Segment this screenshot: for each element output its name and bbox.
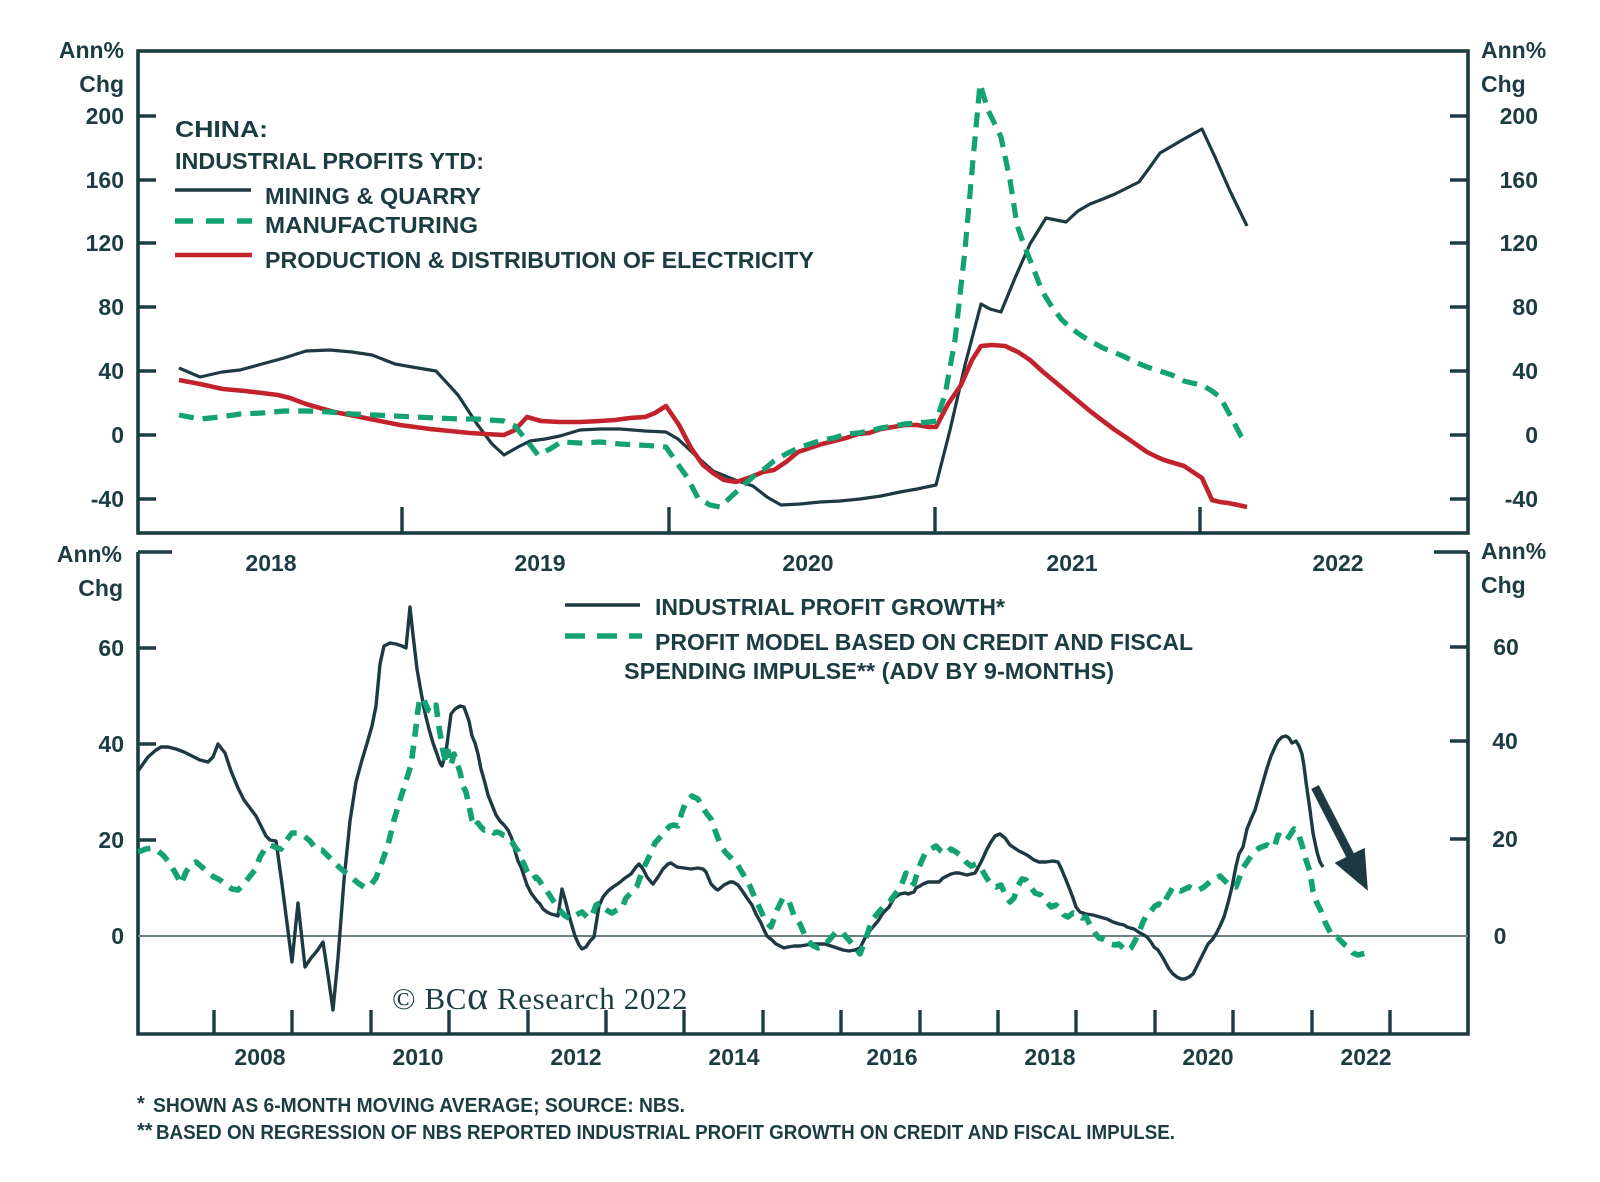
svg-text:2012: 2012: [550, 1044, 601, 1070]
svg-text:© BCα Research 2022: © BCα Research 2022: [392, 973, 688, 1018]
svg-text:PROFIT MODEL BASED ON CREDIT A: PROFIT MODEL BASED ON CREDIT AND FISCAL: [655, 629, 1193, 655]
svg-text:-40: -40: [91, 486, 124, 512]
svg-text:80: 80: [1512, 294, 1538, 320]
svg-text:INDUSTRIAL PROFITS YTD:: INDUSTRIAL PROFITS YTD:: [175, 148, 484, 174]
svg-text:-40: -40: [1505, 486, 1538, 512]
svg-text:CHINA:: CHINA:: [175, 116, 268, 142]
svg-text:200: 200: [86, 103, 124, 129]
svg-text:40: 40: [98, 358, 124, 384]
svg-text:20: 20: [1492, 826, 1518, 852]
svg-text:Ann%: Ann%: [59, 37, 124, 63]
svg-text:160: 160: [1500, 167, 1538, 193]
svg-text:Ann%: Ann%: [1481, 538, 1546, 564]
svg-text:MINING & QUARRY: MINING & QUARRY: [265, 183, 481, 209]
svg-text:200: 200: [1500, 103, 1538, 129]
svg-text:2022: 2022: [1312, 550, 1363, 576]
svg-text:2022: 2022: [1340, 1044, 1391, 1070]
svg-text:SPENDING IMPULSE** (ADV BY 9-M: SPENDING IMPULSE** (ADV BY 9-MONTHS): [624, 658, 1114, 684]
svg-text:2008: 2008: [234, 1044, 285, 1070]
svg-text:2018: 2018: [245, 550, 296, 576]
svg-text:20: 20: [98, 827, 124, 853]
svg-text:0: 0: [1525, 422, 1538, 448]
svg-text:Ann%: Ann%: [1481, 37, 1546, 63]
svg-text:2020: 2020: [1182, 1044, 1233, 1070]
svg-text:SHOWN AS 6-MONTH MOVING AVERAG: SHOWN AS 6-MONTH MOVING AVERAGE; SOURCE:…: [153, 1095, 685, 1117]
svg-text:Ann%: Ann%: [57, 541, 122, 567]
svg-text:2019: 2019: [514, 550, 565, 576]
svg-text:Chg: Chg: [79, 71, 124, 97]
svg-text:Chg: Chg: [78, 575, 123, 601]
svg-text:40: 40: [1512, 358, 1538, 384]
svg-text:0: 0: [1494, 923, 1507, 949]
svg-text:0: 0: [111, 422, 124, 448]
svg-text:MANUFACTURING: MANUFACTURING: [265, 212, 478, 238]
svg-text:*: *: [137, 1093, 145, 1115]
svg-text:Chg: Chg: [1481, 71, 1526, 97]
svg-text:2018: 2018: [1024, 1044, 1075, 1070]
svg-text:2014: 2014: [708, 1044, 759, 1070]
svg-text:120: 120: [1500, 230, 1538, 256]
svg-text:40: 40: [1492, 728, 1518, 754]
svg-text:2016: 2016: [866, 1044, 917, 1070]
svg-text:BASED ON REGRESSION OF NBS REP: BASED ON REGRESSION OF NBS REPORTED INDU…: [156, 1122, 1175, 1144]
svg-text:60: 60: [1493, 634, 1519, 660]
svg-text:60: 60: [98, 635, 124, 661]
svg-text:40: 40: [98, 731, 124, 757]
svg-text:Chg: Chg: [1481, 572, 1526, 598]
svg-text:2020: 2020: [782, 550, 833, 576]
svg-text:INDUSTRIAL PROFIT GROWTH*: INDUSTRIAL PROFIT GROWTH*: [655, 594, 1006, 620]
svg-text:**: **: [137, 1120, 153, 1142]
svg-text:80: 80: [98, 294, 124, 320]
svg-text:PRODUCTION & DISTRIBUTION OF E: PRODUCTION & DISTRIBUTION OF ELECTRICITY: [265, 247, 814, 273]
svg-text:2010: 2010: [392, 1044, 443, 1070]
svg-text:2021: 2021: [1046, 550, 1097, 576]
svg-text:0: 0: [111, 923, 124, 949]
svg-text:160: 160: [86, 167, 124, 193]
svg-text:120: 120: [86, 230, 124, 256]
